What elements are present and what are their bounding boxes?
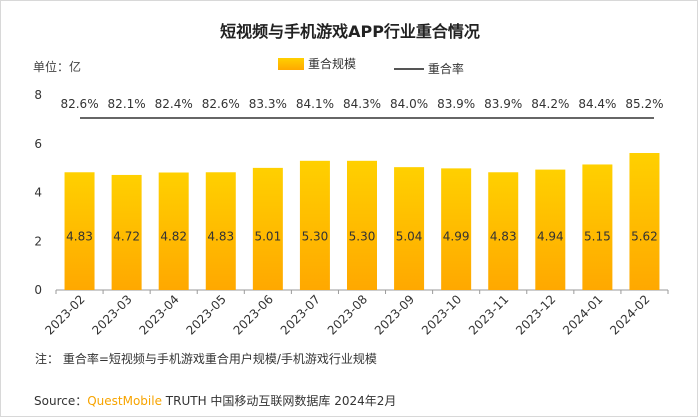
bar-value-label: 5.01 (254, 229, 281, 243)
rate-label: 84.1% (296, 97, 334, 111)
bar (535, 169, 566, 290)
bar (488, 172, 519, 290)
legend-item-bar: 重合规模 (278, 55, 356, 72)
legend-line-label: 重合率 (427, 62, 464, 76)
bar-value-label: 5.30 (349, 229, 376, 243)
rate-label: 82.1% (108, 97, 146, 111)
bar (629, 153, 660, 290)
rate-label: 82.6% (60, 97, 98, 111)
bar (252, 167, 283, 290)
x-tick-label: 2023-03 (89, 292, 134, 337)
bar-value-label: 4.99 (443, 229, 470, 243)
bar (582, 164, 613, 290)
y-tick-label: 4 (34, 186, 42, 200)
x-tick-label: 2023-09 (372, 292, 417, 337)
rate-label: 84.2% (531, 97, 569, 111)
bar (64, 172, 95, 290)
rate-label: 83.3% (249, 97, 287, 111)
bar-value-label: 4.94 (537, 229, 564, 243)
x-tick-label: 2023-11 (466, 292, 511, 337)
bar (394, 167, 425, 290)
rate-label: 83.9% (437, 97, 475, 111)
x-tick-label: 2023-12 (513, 292, 558, 337)
legend-bar-label: 重合规模 (308, 57, 357, 71)
rate-label: 82.4% (155, 97, 193, 111)
bar-value-label: 4.72 (113, 229, 140, 243)
bar (347, 160, 377, 290)
bar-value-label: 4.83 (66, 229, 93, 243)
x-tick-label: 2023-07 (278, 292, 323, 337)
bar (441, 168, 472, 290)
source-prefix: Source： (34, 394, 88, 408)
y-tick-label: 6 (34, 137, 42, 151)
legend: 重合规模 重合率 (278, 55, 498, 77)
rate-label: 84.0% (390, 97, 428, 111)
bar-value-label: 5.62 (631, 229, 658, 243)
bar (205, 172, 236, 290)
bar-value-label: 5.30 (302, 229, 329, 243)
bars (64, 153, 660, 290)
legend-bar-swatch (278, 57, 304, 70)
bar-value-label: 5.04 (396, 229, 423, 243)
x-tick-label: 2023-06 (231, 292, 276, 337)
x-tick-label: 2023-10 (419, 292, 464, 337)
bar (158, 172, 189, 290)
x-tick-label: 2023-04 (136, 292, 181, 337)
footnote: 注： 重合率=短视频与手机游戏重合用户规模/手机游戏行业规模 (35, 352, 377, 366)
bar-value-label: 4.83 (207, 229, 234, 243)
y-tick-label: 2 (34, 234, 42, 248)
x-tick-label: 2023-02 (42, 292, 87, 337)
bar (111, 174, 142, 290)
x-tick-label: 2023-05 (184, 292, 229, 337)
bar-value-label: 4.82 (160, 229, 187, 243)
legend-line-swatch (393, 67, 424, 70)
y-tick-label: 0 (34, 283, 42, 297)
rate-label: 85.2% (625, 97, 663, 111)
x-tick-label: 2023-08 (325, 292, 370, 337)
legend-item-line: 重合率 (393, 60, 464, 77)
source-rest: TRUTH 中国移动互联网数据库 2024年2月 (161, 394, 397, 408)
y-tick-label: 8 (34, 88, 42, 102)
source-brand: QuestMobile (87, 394, 162, 408)
bar-value-label: 5.15 (584, 229, 611, 243)
source-line: Source：QuestMobile TRUTH 中国移动互联网数据库 2024… (34, 392, 396, 409)
x-tick-label: 2024-02 (607, 292, 652, 337)
x-tick-label: 2024-01 (560, 292, 605, 337)
unit-label: 单位：亿 (33, 60, 82, 74)
chart-title: 短视频与手机游戏APP行业重合情况 (220, 22, 480, 41)
rate-label: 84.3% (343, 97, 381, 111)
rate-label: 84.4% (578, 97, 616, 111)
rate-label: 83.9% (484, 97, 522, 111)
rate-label: 82.6% (202, 97, 240, 111)
bar (299, 160, 330, 290)
bar-value-label: 4.83 (490, 229, 517, 243)
